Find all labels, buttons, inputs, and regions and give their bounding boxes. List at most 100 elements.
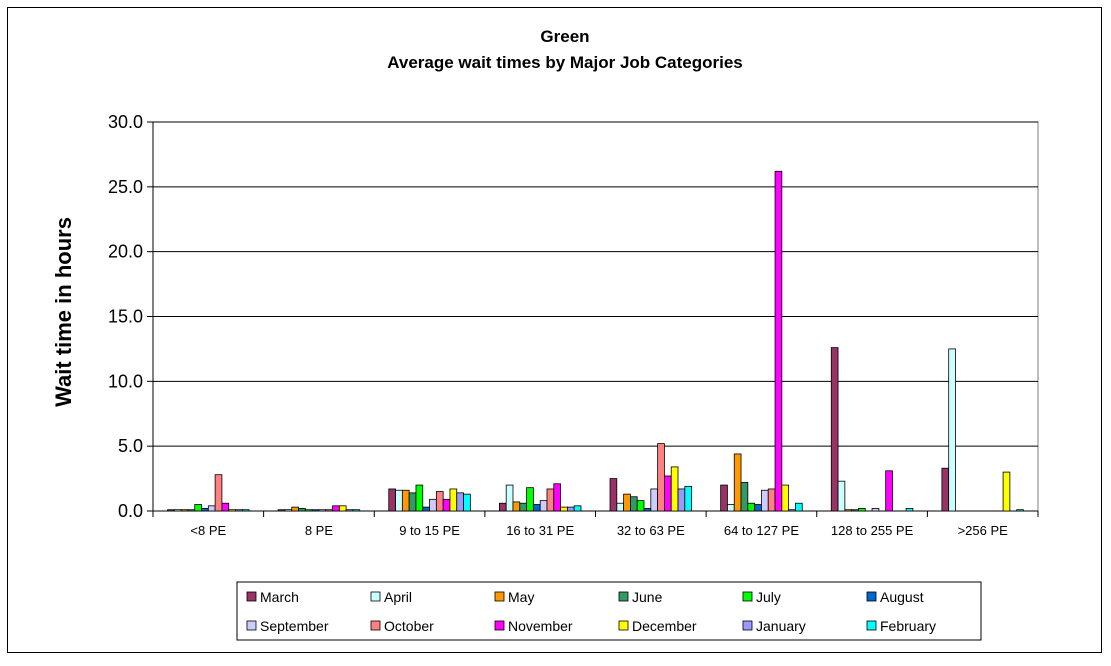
bar bbox=[291, 506, 299, 512]
bar bbox=[643, 508, 652, 512]
bar bbox=[442, 498, 451, 512]
bar bbox=[173, 509, 182, 512]
bar bbox=[636, 500, 645, 512]
bar bbox=[539, 500, 548, 512]
bar bbox=[858, 508, 866, 512]
bar bbox=[519, 502, 527, 512]
bar bbox=[187, 509, 196, 512]
bar bbox=[395, 489, 403, 512]
bar bbox=[553, 483, 561, 512]
bar bbox=[194, 504, 202, 512]
bar bbox=[167, 509, 175, 512]
bar bbox=[311, 509, 320, 512]
legend-label: January bbox=[756, 618, 806, 634]
legend-label: August bbox=[880, 589, 924, 605]
bar bbox=[1016, 509, 1024, 512]
bar bbox=[754, 504, 762, 512]
bar bbox=[1002, 471, 1011, 512]
bar bbox=[298, 508, 306, 512]
x-tick-label: 8 PE bbox=[305, 523, 334, 538]
x-tick-label: 9 to 15 PE bbox=[399, 523, 460, 538]
legend-label: March bbox=[260, 589, 299, 605]
bar bbox=[214, 474, 223, 512]
bar bbox=[235, 509, 243, 512]
bar bbox=[684, 485, 693, 512]
bar bbox=[532, 504, 541, 512]
bar bbox=[844, 509, 853, 512]
bar bbox=[747, 502, 756, 512]
bar bbox=[885, 470, 893, 512]
bar bbox=[332, 505, 340, 512]
bar bbox=[456, 492, 464, 512]
x-tick-label: >256 PE bbox=[958, 523, 1009, 538]
bar bbox=[664, 475, 672, 512]
bar bbox=[871, 508, 880, 512]
x-tick-label: 128 to 255 PE bbox=[831, 523, 914, 538]
y-axis-label: Wait time in hours bbox=[51, 217, 76, 407]
bar bbox=[221, 502, 230, 512]
bar bbox=[415, 484, 424, 512]
y-tick-label: 5.0 bbox=[118, 436, 143, 456]
bar bbox=[727, 504, 735, 512]
bar bbox=[546, 488, 555, 512]
legend-swatch bbox=[246, 620, 257, 631]
legend-swatch bbox=[246, 591, 257, 602]
bar bbox=[388, 488, 396, 512]
legend-swatch bbox=[618, 591, 629, 602]
bar bbox=[304, 509, 313, 512]
legend-label: October bbox=[384, 618, 434, 634]
bar bbox=[566, 506, 575, 512]
bar bbox=[284, 509, 293, 512]
legend-swatch bbox=[618, 620, 629, 631]
bar bbox=[180, 509, 189, 512]
bar bbox=[733, 453, 742, 512]
bar bbox=[795, 502, 803, 512]
bar bbox=[948, 348, 956, 512]
bar bbox=[435, 491, 444, 512]
bar bbox=[526, 487, 534, 512]
legend-swatch bbox=[866, 620, 877, 631]
x-tick-label: 64 to 127 PE bbox=[724, 523, 799, 538]
legend: March April May June July August September Octo… bbox=[236, 581, 982, 641]
bar bbox=[905, 508, 914, 512]
legend-label: September bbox=[260, 618, 329, 634]
bar bbox=[941, 467, 950, 512]
x-tick-label: 32 to 63 PE bbox=[617, 523, 685, 538]
legend-label: December bbox=[632, 618, 697, 634]
legend-label: November bbox=[508, 618, 573, 634]
bar bbox=[408, 492, 417, 512]
bar bbox=[429, 498, 437, 512]
bar bbox=[449, 488, 458, 512]
bar bbox=[505, 484, 514, 512]
bar bbox=[670, 466, 679, 512]
bar bbox=[830, 347, 839, 512]
bar bbox=[740, 482, 749, 512]
bar bbox=[623, 493, 631, 512]
bar bbox=[837, 480, 846, 512]
legend-swatch bbox=[742, 591, 753, 602]
y-tick-label: 10.0 bbox=[108, 371, 143, 391]
bar bbox=[609, 478, 618, 512]
bar bbox=[345, 509, 354, 512]
bar bbox=[401, 489, 410, 512]
bar bbox=[573, 505, 582, 512]
bar bbox=[774, 170, 783, 512]
bar bbox=[560, 506, 568, 512]
legend-swatch bbox=[494, 591, 505, 602]
legend-swatch bbox=[742, 620, 753, 631]
y-tick-label: 20.0 bbox=[108, 242, 143, 262]
chart-subtitle: Average wait times by Major Job Categori… bbox=[387, 53, 743, 72]
bar bbox=[851, 509, 859, 512]
bar bbox=[463, 493, 471, 512]
bar bbox=[781, 484, 790, 512]
bar bbox=[201, 508, 209, 512]
bar bbox=[422, 506, 430, 512]
bar bbox=[616, 502, 625, 512]
legend-label: June bbox=[632, 589, 663, 605]
plot-area: 0.0 5.0 10.0 15.0 20.0 25.0 30.0 <8 PE 8 PE 9 to … bbox=[108, 112, 1039, 538]
legend-label: July bbox=[756, 589, 781, 605]
bar bbox=[677, 488, 686, 512]
legend-label: April bbox=[384, 589, 412, 605]
bar bbox=[788, 509, 796, 512]
bar bbox=[228, 509, 236, 512]
